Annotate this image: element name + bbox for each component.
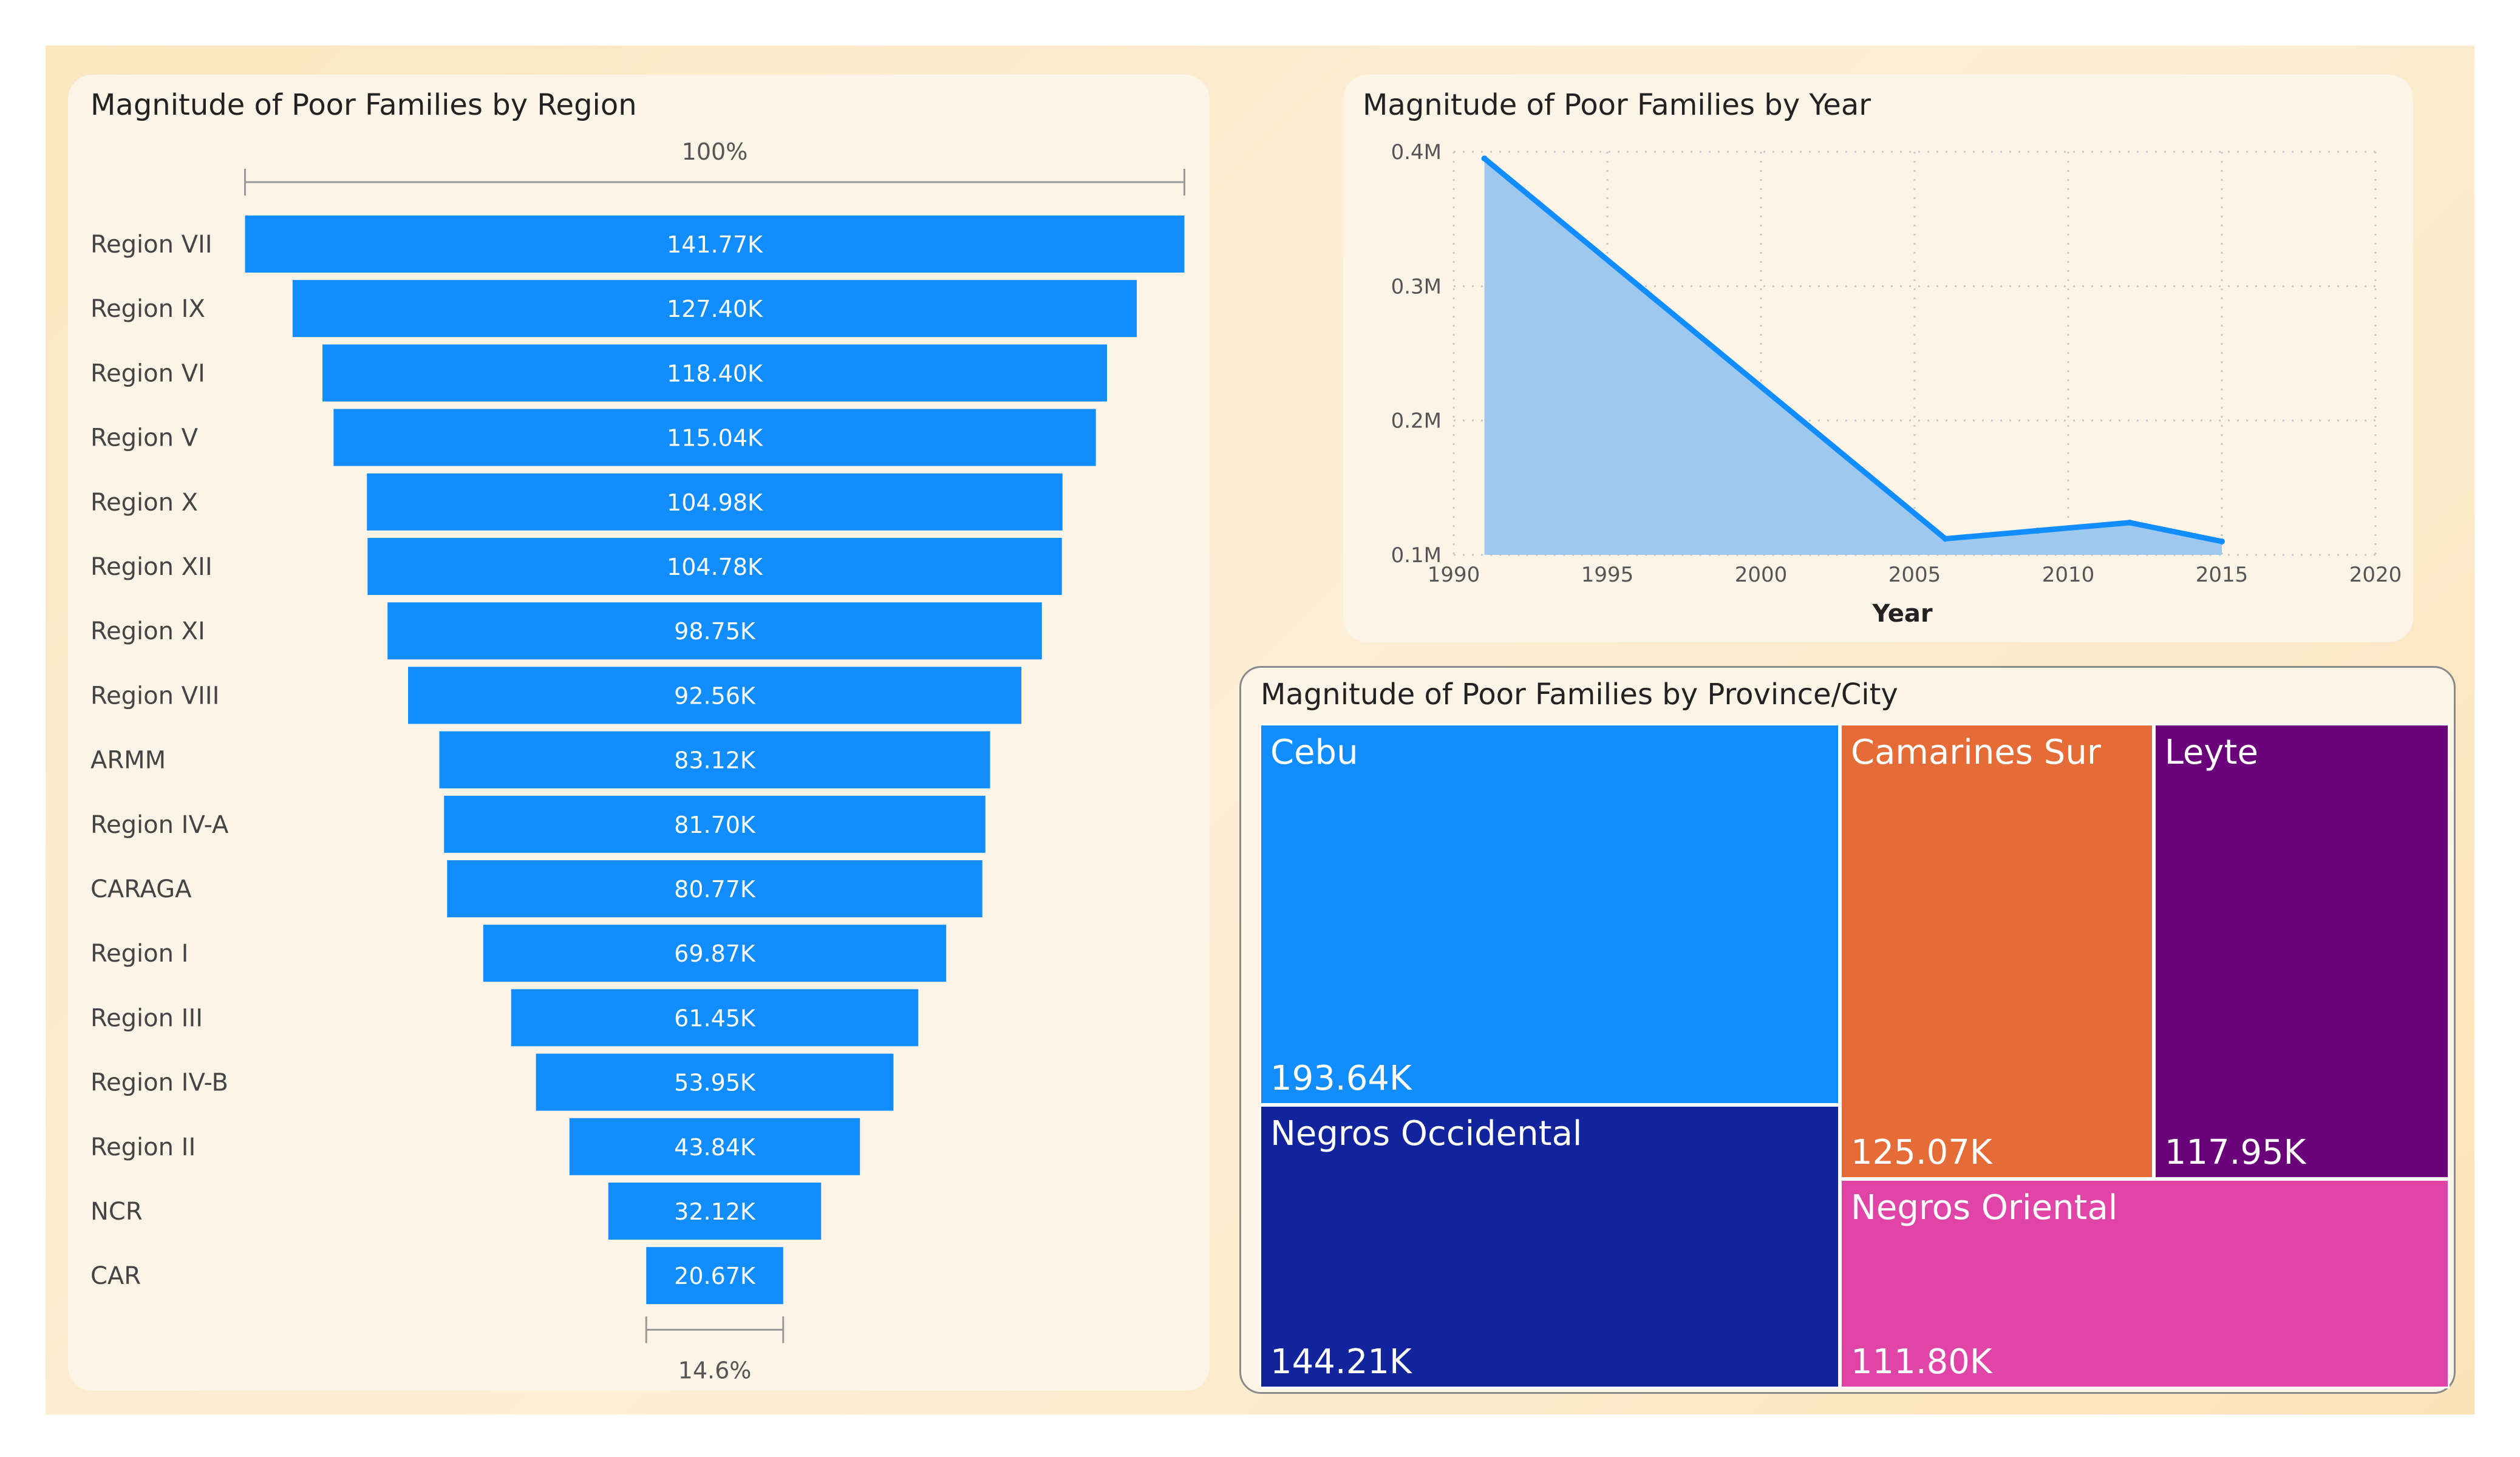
region-funnel-title: Magnitude of Poor Families by Region bbox=[90, 88, 637, 122]
data-point[interactable] bbox=[2127, 519, 2133, 526]
treemap-cell-value: 144.21K bbox=[1270, 1342, 1412, 1382]
funnel-bar[interactable] bbox=[447, 860, 982, 917]
treemap-cell-name: Negros Occidental bbox=[1270, 1113, 1582, 1153]
x-tick-label: 2020 bbox=[2349, 563, 2402, 587]
treemap-cell-name: Cebu bbox=[1270, 733, 1358, 772]
funnel-category-label: Region I bbox=[90, 940, 188, 968]
funnel-bar[interactable] bbox=[387, 602, 1042, 660]
funnel-bar[interactable] bbox=[483, 925, 947, 982]
y-tick-label: 0.1M bbox=[1391, 543, 1442, 568]
treemap-cell-value: 193.64K bbox=[1270, 1058, 1412, 1098]
funnel-category-label: NCR bbox=[90, 1198, 143, 1226]
y-tick-label: 0.3M bbox=[1391, 274, 1442, 299]
bottom-percent-label: 14.6% bbox=[678, 1357, 752, 1384]
funnel-category-label: Region IV-B bbox=[90, 1069, 228, 1097]
funnel-category-label: Region IV-A bbox=[90, 811, 229, 839]
funnel-bar[interactable] bbox=[367, 538, 1062, 595]
funnel-bar[interactable] bbox=[292, 280, 1137, 338]
funnel-bar-value-label: 92.56K bbox=[674, 682, 756, 709]
funnel-category-label: Region VI bbox=[90, 359, 205, 387]
funnel-bar-value-label: 69.87K bbox=[674, 940, 756, 967]
funnel-category-label: ARMM bbox=[90, 747, 166, 775]
region-funnel-chart: 100% 141.77K Region VII 127.40K Region IX 118… bbox=[90, 138, 1185, 1384]
funnel-category-label: Region XI bbox=[90, 617, 205, 645]
funnel-bar-value-label: 104.78K bbox=[667, 554, 763, 580]
year-area-title: Magnitude of Poor Families by Year bbox=[1363, 88, 1871, 122]
funnel-bar-value-label: 32.12K bbox=[674, 1198, 756, 1225]
funnel-bar-value-label: 83.12K bbox=[674, 747, 756, 774]
data-point[interactable] bbox=[2034, 528, 2041, 534]
funnel-bar-value-label: 53.95K bbox=[674, 1070, 756, 1096]
funnel-bar[interactable] bbox=[322, 344, 1107, 402]
treemap-cell[interactable]: Negros Oriental 111.80K bbox=[1839, 1178, 2450, 1388]
region-funnel-card: Magnitude of Poor Families by Region 100… bbox=[68, 75, 1210, 1391]
data-point[interactable] bbox=[1481, 155, 1488, 162]
x-tick-label: 2000 bbox=[1735, 563, 1788, 587]
x-tick-label: 1990 bbox=[1428, 563, 1480, 587]
funnel-category-label: Region III bbox=[90, 1004, 203, 1032]
year-area-card: Magnitude of Poor Families by Year 0.1M 0… bbox=[1343, 75, 2413, 642]
funnel-bar[interactable] bbox=[333, 409, 1096, 466]
funnel-category-label: CARAGA bbox=[90, 875, 192, 903]
funnel-bar[interactable] bbox=[407, 667, 1022, 724]
funnel-bar[interactable] bbox=[511, 989, 919, 1047]
funnel-bar[interactable] bbox=[536, 1053, 894, 1111]
province-treemap-card: Magnitude of Poor Families by Province/C… bbox=[1239, 666, 2456, 1394]
funnel-category-label: Region VII bbox=[90, 231, 213, 259]
x-axis-title: Year bbox=[1871, 600, 1932, 628]
area-fill bbox=[1484, 158, 2222, 555]
bottom-percent-bracket bbox=[645, 1316, 785, 1343]
funnel-bar-value-label: 141.77K bbox=[667, 231, 763, 258]
funnel-bar[interactable] bbox=[646, 1247, 783, 1305]
top-percent-bracket bbox=[244, 169, 1185, 195]
funnel-category-label: Region II bbox=[90, 1133, 196, 1161]
funnel-bar[interactable] bbox=[439, 731, 990, 789]
funnel-bar-value-label: 80.77K bbox=[674, 876, 756, 903]
x-tick-label: 2010 bbox=[2042, 563, 2095, 587]
x-tick-label: 1995 bbox=[1581, 563, 1634, 587]
top-percent-label: 100% bbox=[682, 138, 748, 165]
y-tick-label: 0.2M bbox=[1391, 409, 1442, 433]
treemap-cell-name: Leyte bbox=[2164, 733, 2258, 772]
funnel-bar-value-label: 20.67K bbox=[674, 1263, 756, 1289]
funnel-category-label: Region V bbox=[90, 424, 199, 452]
treemap-cell[interactable]: Camarines Sur 125.07K bbox=[1839, 724, 2154, 1179]
dashboard-canvas: Magnitude of Poor Families by Region 100… bbox=[46, 46, 2474, 1415]
funnel-bar[interactable] bbox=[367, 473, 1063, 531]
treemap-cell-value: 125.07K bbox=[1850, 1132, 1992, 1172]
funnel-category-label: CAR bbox=[90, 1262, 141, 1290]
data-point[interactable] bbox=[2219, 538, 2225, 545]
x-tick-label: 2015 bbox=[2196, 563, 2249, 587]
funnel-bar-value-label: 43.84K bbox=[674, 1134, 756, 1161]
treemap-cell[interactable]: Cebu 193.64K bbox=[1259, 724, 1840, 1105]
funnel-category-label: Region X bbox=[90, 489, 198, 517]
funnel-category-label: Region IX bbox=[90, 295, 205, 323]
treemap-cell[interactable]: Leyte 117.95K bbox=[2153, 724, 2450, 1179]
treemap-cell-name: Camarines Sur bbox=[1850, 733, 2101, 772]
year-area-chart: 0.1M 0.2M 0.3M 0.4M 1990 1995 2000 2005 2010 2015… bbox=[1391, 140, 2402, 628]
funnel-bar[interactable] bbox=[444, 795, 986, 853]
y-tick-label: 0.4M bbox=[1391, 140, 1442, 165]
funnel-bar[interactable] bbox=[245, 216, 1185, 273]
x-tick-label: 2005 bbox=[1888, 563, 1941, 587]
funnel-bar-value-label: 115.04K bbox=[667, 425, 763, 452]
data-point[interactable] bbox=[1942, 535, 1949, 542]
treemap-cell[interactable]: Negros Occidental 144.21K bbox=[1259, 1104, 1840, 1388]
treemap-cell-value: 117.95K bbox=[2164, 1132, 2306, 1172]
funnel-bar-value-label: 98.75K bbox=[674, 618, 756, 645]
funnel-category-label: Region XII bbox=[90, 553, 213, 581]
funnel-bar[interactable] bbox=[608, 1183, 822, 1240]
province-treemap-title: Magnitude of Poor Families by Province/C… bbox=[1261, 678, 1898, 712]
funnel-bar-value-label: 81.70K bbox=[674, 812, 756, 838]
province-treemap-chart: Cebu 193.64K Negros Occidental 144.21K Camar… bbox=[1259, 724, 2450, 1388]
funnel-bar-value-label: 127.40K bbox=[667, 296, 763, 322]
funnel-bar-value-label: 118.40K bbox=[667, 360, 763, 387]
funnel-category-label: Region VIII bbox=[90, 682, 219, 710]
treemap-cell-name: Negros Oriental bbox=[1850, 1187, 2118, 1228]
treemap-cell-value: 111.80K bbox=[1850, 1342, 1992, 1382]
funnel-bar[interactable] bbox=[569, 1118, 860, 1175]
funnel-bar-value-label: 104.98K bbox=[667, 489, 763, 516]
funnel-bar-value-label: 61.45K bbox=[674, 1005, 756, 1031]
